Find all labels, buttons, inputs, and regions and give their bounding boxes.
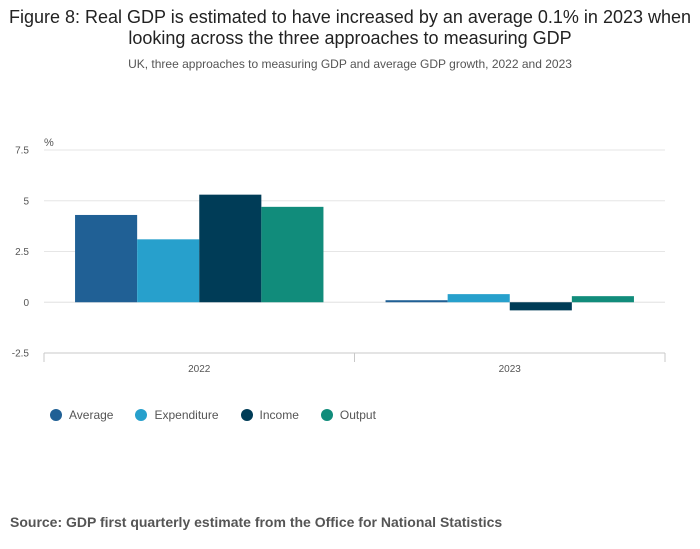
legend-item-output: Output — [320, 408, 376, 422]
bar-income-2023 — [509, 302, 572, 311]
x-tick-label: 2023 — [499, 364, 522, 375]
legend-item-expenditure: Expenditure — [135, 408, 219, 422]
bar-average-2023 — [385, 300, 448, 303]
legend: Average Expenditure Income Output — [50, 408, 398, 422]
legend-marker-icon — [50, 409, 62, 421]
legend-label: Average — [69, 408, 114, 422]
chart-title: Figure 8: Real GDP is estimated to have … — [8, 7, 692, 48]
legend-item-average: Average — [50, 408, 113, 422]
bar-output-2022 — [261, 206, 324, 303]
legend-label: Expenditure — [154, 408, 219, 422]
chart-subtitle: UK, three approaches to measuring GDP an… — [128, 57, 572, 71]
legend-item-income: Income — [240, 408, 299, 422]
y-tick-label: 2.5 — [15, 247, 29, 258]
y-tick-label: 7.5 — [15, 146, 29, 157]
legend-marker-icon — [320, 409, 333, 421]
axes: 7.5 5 2.5 0 -2.5 2022 2023 — [12, 146, 666, 375]
bar-chart: 7.5 5 2.5 0 -2.5 2022 2023 % — [12, 137, 666, 375]
bar-output-2023 — [571, 296, 634, 303]
bar-expenditure-2022 — [137, 239, 200, 303]
y-axis-unit-label: % — [44, 137, 54, 149]
bar-expenditure-2023 — [447, 294, 510, 303]
source-note: Source: GDP first quarterly estimate fro… — [10, 514, 503, 530]
y-tick-label: 5 — [23, 196, 29, 207]
x-tick-label: 2022 — [188, 364, 211, 375]
legend-label: Output — [339, 408, 376, 422]
legend-marker-icon — [135, 409, 148, 421]
bar-income-2022 — [199, 194, 262, 303]
y-tick-label: 0 — [23, 298, 29, 309]
legend-marker-icon — [240, 409, 253, 421]
y-tick-label: -2.5 — [12, 349, 30, 360]
bar-average-2022 — [75, 214, 138, 303]
bars — [75, 194, 634, 311]
legend-label: Income — [259, 408, 299, 422]
